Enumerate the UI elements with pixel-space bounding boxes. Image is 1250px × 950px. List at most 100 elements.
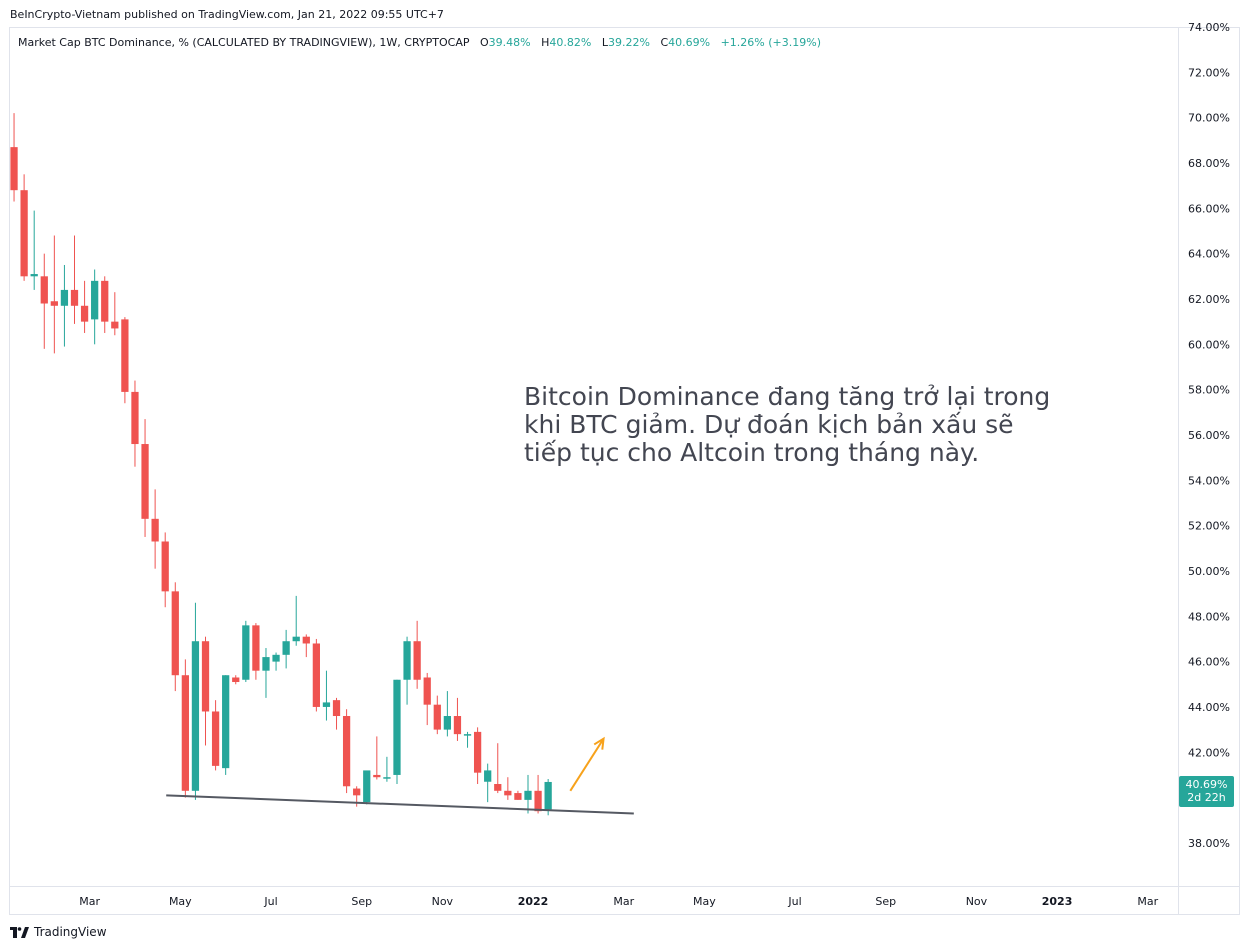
candle-body — [10, 147, 18, 191]
candle-body — [222, 675, 230, 769]
candle-body — [353, 788, 361, 796]
candle — [413, 620, 421, 689]
candle — [342, 709, 351, 794]
candle-body — [121, 319, 129, 392]
candle — [70, 235, 79, 324]
candle-body — [242, 625, 250, 680]
candle — [453, 697, 462, 741]
legend-open-value: 39.48% — [488, 36, 531, 49]
candle — [111, 292, 119, 336]
price-tick-label: 52.00% — [1188, 520, 1230, 533]
candle — [443, 691, 452, 737]
candle-body — [514, 793, 522, 800]
time-tick-label: Mar — [1137, 895, 1158, 908]
candle-body — [312, 643, 320, 707]
candle-body — [151, 518, 159, 542]
candle — [302, 634, 310, 658]
candle — [312, 638, 320, 712]
candle — [534, 774, 542, 814]
candle — [30, 210, 38, 290]
arrow-drawing[interactable] — [569, 736, 605, 792]
candle-body — [473, 731, 482, 773]
drawings-layer — [166, 736, 634, 815]
candle-body — [111, 321, 119, 329]
candle-body — [413, 641, 421, 680]
candle-body — [443, 716, 452, 730]
candle — [101, 276, 109, 333]
candle-body — [393, 679, 401, 775]
candle-body — [282, 641, 290, 655]
candle — [141, 419, 149, 537]
candle-body — [171, 591, 179, 676]
candle-body — [181, 675, 189, 791]
text-annotation[interactable]: Bitcoin Dominance đang tăng trở lại tron… — [524, 383, 1050, 467]
candle-body — [373, 774, 381, 778]
candle-body — [252, 625, 260, 671]
candle-body — [484, 770, 492, 782]
candle — [292, 595, 300, 646]
price-tick-label: 58.00% — [1188, 384, 1230, 397]
candle — [91, 269, 99, 345]
time-tick-label: Sep — [351, 895, 372, 908]
time-axis[interactable]: Mar May Jul Sep Nov 2022 Mar May Jul Sep Nov 2023 Ma… — [79, 895, 1158, 908]
candle-body — [363, 770, 371, 803]
footer[interactable]: TradingView — [10, 925, 107, 939]
candle — [494, 743, 502, 794]
time-tick-label: Sep — [875, 895, 896, 908]
legend-low-label: L — [601, 36, 608, 49]
last-price-tag: 40.69% 2d 22h — [1179, 776, 1234, 807]
candle-body — [161, 541, 169, 592]
candle-body — [80, 305, 89, 322]
candle-body — [544, 781, 552, 810]
candle — [332, 697, 341, 730]
candle — [363, 770, 371, 805]
candle — [191, 602, 200, 800]
candle — [232, 675, 240, 685]
chart-frame — [9, 27, 1240, 915]
time-tick-label: Jul — [263, 895, 277, 908]
price-tick-label: 56.00% — [1188, 429, 1230, 442]
candle-body — [423, 677, 431, 705]
time-tick-label: Nov — [432, 895, 454, 908]
price-tick-label: 62.00% — [1188, 293, 1230, 306]
annotation-line: tiếp tục cho Altcoin trong tháng này. — [524, 438, 980, 467]
price-tick-label: 70.00% — [1188, 112, 1230, 125]
candle — [423, 672, 431, 726]
price-axis[interactable]: 38.00%40.00%42.00%44.00%46.00%48.00%50.0… — [1188, 21, 1230, 850]
candle — [504, 777, 512, 800]
time-tick-label: Mar — [79, 895, 100, 908]
candles-layer — [10, 113, 552, 816]
candle-body — [494, 784, 502, 791]
time-tick-label: Mar — [613, 895, 634, 908]
candle-body — [342, 716, 351, 787]
candle — [161, 532, 169, 608]
legend-symbol[interactable]: Market Cap BTC Dominance, % (CALCULATED … — [18, 36, 470, 49]
candle — [463, 731, 472, 748]
candle — [433, 695, 441, 735]
chart-legend: Market Cap BTC Dominance, % (CALCULATED … — [18, 36, 821, 49]
candle-body — [50, 301, 58, 306]
candle-body — [20, 190, 28, 277]
candle — [262, 648, 270, 698]
tradingview-logo-icon — [10, 926, 29, 938]
legend-change: +1.26% (+3.19%) — [720, 36, 821, 49]
legend-high-value: 40.82% — [549, 36, 592, 49]
candle — [131, 380, 139, 467]
candle-body — [211, 711, 220, 766]
candle — [473, 727, 482, 785]
candle — [252, 623, 260, 680]
candle — [484, 763, 492, 803]
support-trendline[interactable] — [166, 794, 634, 815]
last-price-value: 40.69% — [1185, 778, 1228, 791]
candle-body — [101, 280, 109, 322]
candle-body — [322, 702, 331, 707]
candle — [514, 790, 522, 800]
candle-body — [504, 790, 512, 796]
time-tick-label: May — [169, 895, 192, 908]
candle — [171, 582, 179, 692]
candle — [211, 700, 220, 771]
price-tick-label: 64.00% — [1188, 248, 1230, 261]
candle-body — [332, 700, 341, 717]
candle — [181, 659, 189, 798]
